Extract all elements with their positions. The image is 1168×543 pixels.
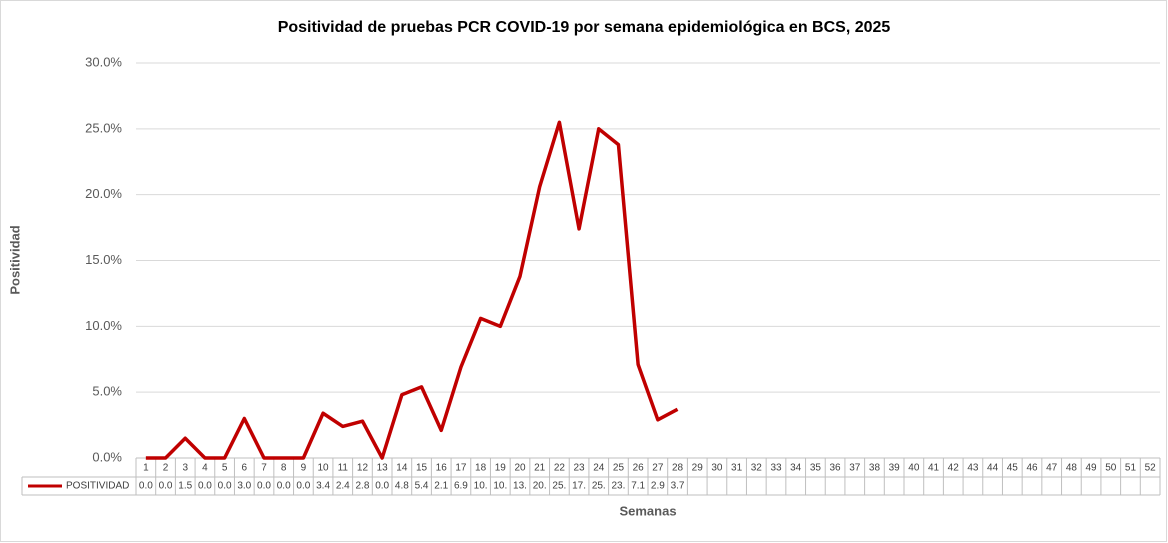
y-tick-label: 0.0% <box>92 449 122 464</box>
x-tick-label: 52 <box>1145 463 1157 474</box>
x-tick-label: 30 <box>711 463 723 474</box>
value-label: 10. <box>474 481 488 492</box>
x-tick-label: 37 <box>849 463 861 474</box>
x-tick-label: 18 <box>475 463 487 474</box>
x-tick-label: 2 <box>163 463 169 474</box>
value-label: 13. <box>513 481 527 492</box>
value-label: 25. <box>552 481 566 492</box>
value-label: 6.9 <box>454 481 468 492</box>
x-tick-label: 25 <box>613 463 625 474</box>
x-tick-label: 39 <box>889 463 901 474</box>
value-label: 23. <box>612 481 626 492</box>
x-tick-label: 10 <box>318 463 330 474</box>
x-tick-label: 50 <box>1105 463 1117 474</box>
x-tick-label: 8 <box>281 463 287 474</box>
x-tick-label: 13 <box>377 463 389 474</box>
value-label: 0.0 <box>218 481 232 492</box>
x-tick-label: 49 <box>1086 463 1098 474</box>
x-tick-label: 46 <box>1026 463 1038 474</box>
x-tick-label: 51 <box>1125 463 1137 474</box>
x-tick-label: 20 <box>514 463 526 474</box>
x-tick-label: 12 <box>357 463 369 474</box>
value-label: 0.0 <box>375 481 389 492</box>
x-tick-label: 19 <box>495 463 507 474</box>
x-tick-label: 28 <box>672 463 684 474</box>
y-tick-label: 5.0% <box>92 384 122 399</box>
x-tick-label: 7 <box>261 463 267 474</box>
value-label: 20. <box>533 481 547 492</box>
x-tick-label: 9 <box>301 463 307 474</box>
x-tick-label: 42 <box>948 463 960 474</box>
value-label: 3.0 <box>237 481 251 492</box>
x-tick-label: 33 <box>770 463 782 474</box>
x-tick-label: 23 <box>574 463 586 474</box>
x-tick-label: 29 <box>692 463 704 474</box>
chart-title: Positividad de pruebas PCR COVID-19 por … <box>278 19 891 36</box>
x-tick-label: 40 <box>908 463 920 474</box>
value-label: 0.0 <box>296 481 310 492</box>
x-tick-label: 15 <box>416 463 428 474</box>
x-tick-label: 43 <box>967 463 979 474</box>
x-tick-label: 35 <box>810 463 822 474</box>
value-label: 0.0 <box>139 481 153 492</box>
x-tick-label: 3 <box>182 463 188 474</box>
value-label: 0.0 <box>198 481 212 492</box>
y-tick-label: 30.0% <box>85 54 122 69</box>
data-line <box>145 120 679 460</box>
x-tick-label: 27 <box>652 463 664 474</box>
y-tick-label: 10.0% <box>85 318 122 333</box>
value-label: 4.8 <box>395 481 409 492</box>
legend-label: POSITIVIDAD <box>66 481 129 492</box>
y-tick-label: 15.0% <box>85 252 122 267</box>
value-label: 5.4 <box>415 481 429 492</box>
value-label: 2.9 <box>651 481 665 492</box>
x-tick-label: 1 <box>143 463 149 474</box>
x-tick-label: 21 <box>534 463 546 474</box>
value-label: 2.8 <box>356 481 370 492</box>
value-label: 0.0 <box>277 481 291 492</box>
x-tick-label: 24 <box>593 463 605 474</box>
x-tick-label: 41 <box>928 463 940 474</box>
x-tick-label: 36 <box>830 463 842 474</box>
x-tick-label: 48 <box>1066 463 1078 474</box>
x-tick-label: 5 <box>222 463 228 474</box>
value-label: 17. <box>572 481 586 492</box>
x-axis-label: Semanas <box>619 503 676 518</box>
x-tick-label: 11 <box>338 463 349 474</box>
x-tick-label: 31 <box>731 463 743 474</box>
y-tick-label: 25.0% <box>85 120 122 135</box>
y-axis-label: Positividad <box>7 225 22 294</box>
value-label: 25. <box>592 481 606 492</box>
value-label: 2.4 <box>336 481 350 492</box>
value-label: 2.1 <box>434 481 448 492</box>
x-tick-label: 14 <box>396 463 408 474</box>
x-tick-label: 32 <box>751 463 763 474</box>
value-label: 7.1 <box>631 481 645 492</box>
x-tick-label: 38 <box>869 463 881 474</box>
x-tick-label: 22 <box>554 463 566 474</box>
x-tick-label: 44 <box>987 463 999 474</box>
x-tick-label: 47 <box>1046 463 1058 474</box>
x-tick-label: 6 <box>242 463 248 474</box>
value-label: 3.7 <box>671 481 685 492</box>
x-tick-label: 16 <box>436 463 448 474</box>
value-label: 0.0 <box>159 481 173 492</box>
value-label: 3.4 <box>316 481 330 492</box>
x-tick-label: 34 <box>790 463 802 474</box>
x-tick-label: 26 <box>633 463 645 474</box>
value-label: 0.0 <box>257 481 271 492</box>
y-tick-label: 20.0% <box>85 186 122 201</box>
value-label: 1.5 <box>178 481 192 492</box>
x-tick-label: 4 <box>202 463 208 474</box>
x-tick-label: 45 <box>1007 463 1019 474</box>
value-label: 10. <box>493 481 507 492</box>
x-tick-label: 17 <box>455 463 467 474</box>
